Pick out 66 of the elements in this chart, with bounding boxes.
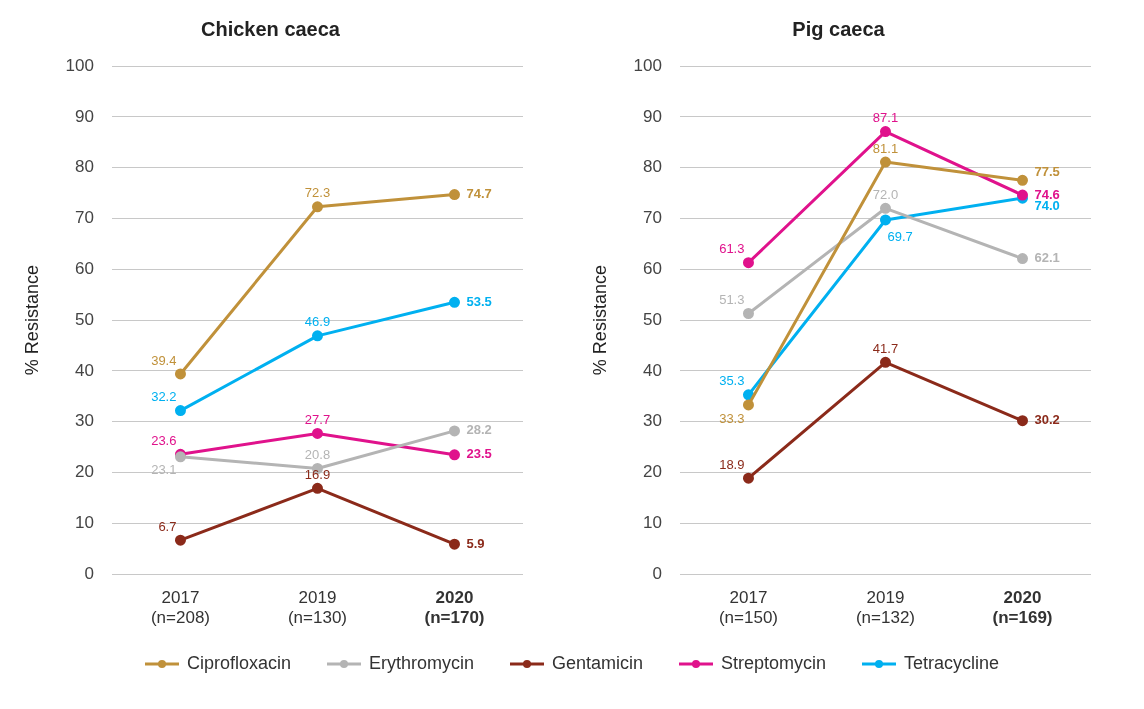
data-label: 61.3 [719, 241, 745, 257]
x-tick-label: 2020 (n=170) [424, 588, 485, 628]
y-tick-label: 20 [75, 462, 94, 482]
data-label: 72.0 [872, 186, 899, 202]
y-tick-label: 90 [75, 106, 94, 126]
data-label: 46.9 [304, 314, 331, 330]
y-tick-label: 40 [643, 360, 662, 380]
data-label: 87.1 [872, 110, 899, 126]
data-label: 69.7 [887, 228, 913, 244]
legend-label: Erythromycin [368, 653, 474, 674]
y-tick-label: 80 [75, 157, 94, 177]
data-label: 32.2 [151, 389, 177, 405]
data-label: 74.7 [466, 186, 492, 202]
x-tick-label: 2019 (n=130) [287, 588, 348, 628]
data-label: 20.8 [304, 447, 331, 463]
data-label: 41.7 [872, 340, 899, 356]
y-tick-label: 60 [643, 258, 662, 278]
y-tick-label: 100 [65, 55, 94, 75]
data-label: 77.5 [1034, 163, 1060, 179]
y-tick-label: 20 [643, 462, 662, 482]
y-tick-label: 100 [633, 55, 662, 75]
data-label: 51.3 [719, 292, 745, 308]
y-tick-label: 10 [75, 513, 94, 533]
y-tick-label: 70 [643, 208, 662, 228]
data-label: 6.7 [158, 518, 177, 534]
legend-label: Gentamicin [551, 653, 644, 674]
data-label: 27.7 [304, 412, 331, 428]
legend-label: Ciprofloxacin [186, 653, 291, 674]
x-tick-label: 2019 (n=132) [855, 588, 916, 628]
data-label: 53.5 [466, 293, 492, 309]
data-label: 18.9 [719, 456, 745, 472]
data-label: 74.6 [1034, 186, 1060, 202]
x-tick-label: 2020 (n=169) [992, 588, 1053, 628]
y-tick-label: 0 [84, 563, 94, 583]
y-tick-label: 30 [75, 411, 94, 431]
data-label: 39.4 [151, 352, 177, 368]
y-tick-label: 50 [643, 309, 662, 329]
x-tick-label: 2017 (n=208) [150, 588, 211, 628]
chart-title: Pig caeca [792, 17, 886, 40]
data-label: 28.2 [466, 422, 492, 438]
data-label: 5.9 [466, 535, 485, 551]
legend-label: Tetracycline [904, 653, 1000, 674]
data-label: 16.9 [304, 466, 331, 482]
y-axis-title: % Resistance [589, 265, 610, 376]
data-label: 35.3 [719, 373, 745, 389]
y-tick-label: 90 [643, 106, 662, 126]
data-label: 30.2 [1034, 412, 1060, 428]
y-tick-label: 80 [643, 157, 662, 177]
y-tick-label: 50 [75, 309, 94, 329]
legend-label: Streptomycin [721, 653, 827, 674]
y-tick-label: 60 [75, 258, 94, 278]
data-label: 62.1 [1034, 250, 1060, 266]
data-label: 33.3 [719, 410, 745, 426]
y-tick-label: 0 [652, 563, 662, 583]
data-label: 72.3 [304, 185, 331, 201]
y-tick-label: 40 [75, 360, 94, 380]
y-tick-label: 30 [643, 411, 662, 431]
data-label: 23.5 [466, 446, 492, 462]
y-tick-label: 10 [643, 513, 662, 533]
data-label: 23.6 [151, 432, 177, 448]
y-tick-label: 70 [75, 208, 94, 228]
y-axis-title: % Resistance [21, 265, 42, 376]
data-label: 23.1 [151, 462, 177, 478]
data-label: 81.1 [872, 140, 899, 156]
x-tick-label: 2017 (n=150) [718, 588, 779, 628]
chart-title: Chicken caeca [201, 17, 341, 40]
